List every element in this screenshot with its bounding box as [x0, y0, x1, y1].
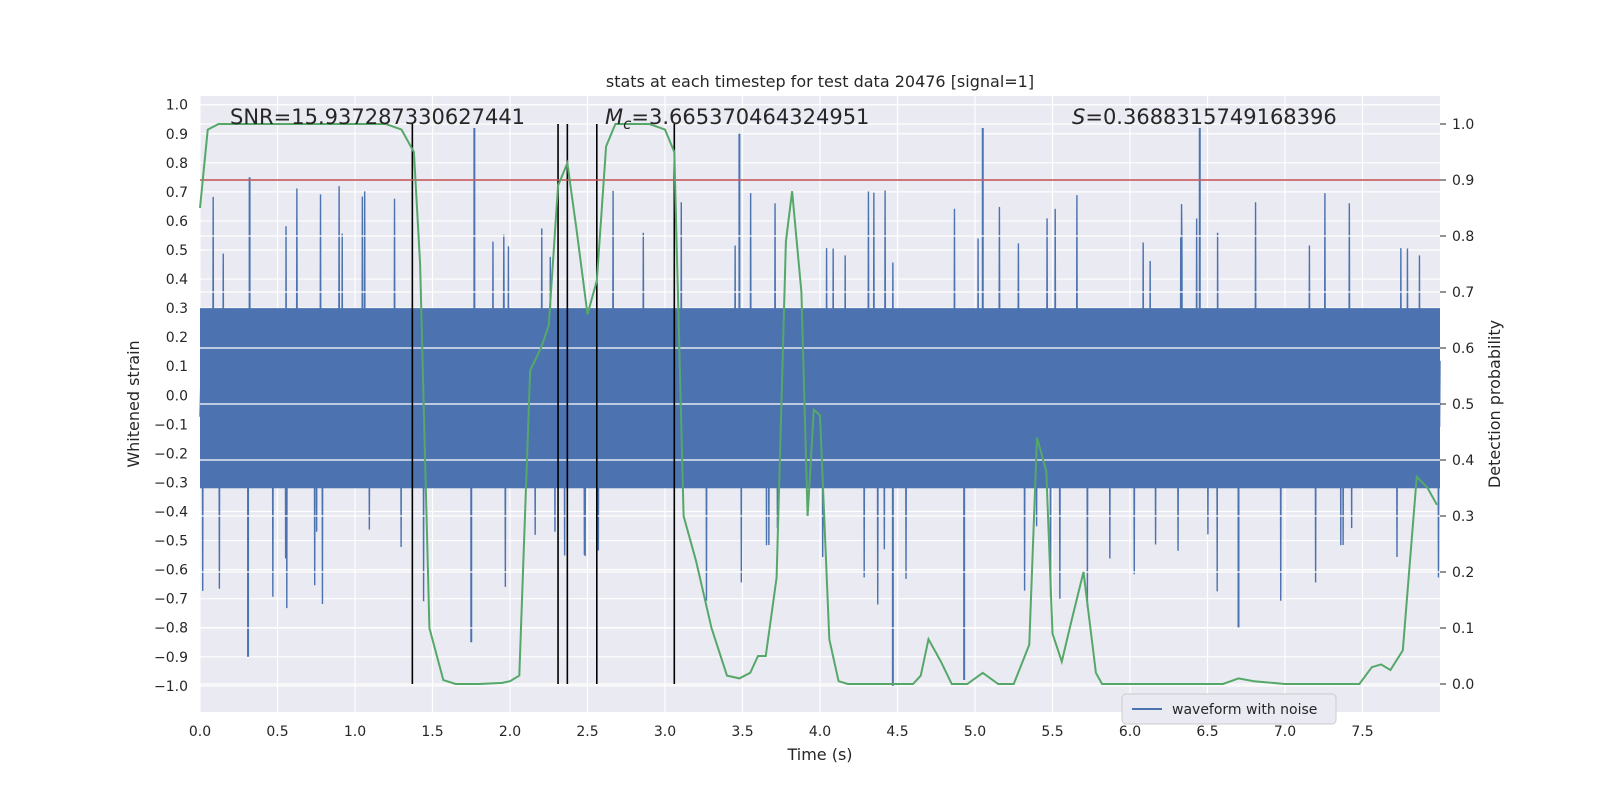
y-left-tick-label: 0.5 — [166, 243, 188, 259]
y-right-tick-label: 0.9 — [1452, 173, 1474, 189]
y-right-axis-ticks: 1.0 0.9 0.8 0.7 0.6 0.5 0.4 0.3 0.2 0.1 0.0 — [1440, 117, 1474, 693]
s-value: =0.3688315749168396 — [1085, 105, 1336, 129]
chart-title: stats at each timestep for test data 204… — [606, 72, 1034, 91]
s-symbol: S — [1072, 105, 1085, 129]
y-right-tick-label: 0.7 — [1452, 285, 1474, 301]
y-left-axis-ticks: 1.0 0.9 0.8 0.7 0.6 0.5 0.4 0.3 0.2 0.1 0.0 −0.1 −0.… — [154, 98, 188, 695]
y-left-tick-label: 1.0 — [166, 98, 188, 114]
probability-series — [199, 123, 1438, 685]
legend-label-waveform: waveform with noise — [1172, 702, 1317, 718]
y-left-tick-label: 0.3 — [166, 301, 188, 317]
x-tick-label: 6.0 — [1119, 724, 1141, 740]
y-left-tick-label: −0.9 — [154, 650, 188, 666]
y-right-tick-label: 0.2 — [1452, 565, 1474, 581]
y-left-tick-label: −0.2 — [154, 446, 188, 462]
s-annotation: S=0.3688315749168396 — [1072, 105, 1337, 129]
y-right-tick-label: 0.4 — [1452, 453, 1474, 469]
legend-box — [1121, 693, 1337, 725]
y-left-tick-label: −0.8 — [154, 621, 188, 637]
mc-subscript: c — [623, 115, 632, 133]
x-axis-label: Time (s) — [786, 745, 852, 764]
y-right-tick-label: 0.8 — [1452, 229, 1474, 245]
x-tick-label: 6.5 — [1196, 724, 1218, 740]
x-tick-label: 3.0 — [654, 724, 676, 740]
y-left-axis-label: Whitened strain — [124, 340, 143, 467]
y-left-tick-label: 0.7 — [166, 185, 188, 201]
y-right-tick-label: 0.0 — [1452, 677, 1474, 693]
mc-symbol: M — [605, 105, 623, 129]
x-axis-ticks: 0.0 0.5 1.0 1.5 2.0 2.5 3.0 3.5 4.0 4.5 5.0 5.5 6.0 6… — [189, 724, 1374, 740]
waveform-core-band — [200, 308, 1440, 489]
y-left-tick-label: 0.2 — [166, 330, 188, 346]
y-right-tick-label: 0.3 — [1452, 509, 1474, 525]
y-left-tick-label: −0.4 — [154, 505, 188, 521]
x-tick-label: 1.0 — [344, 724, 366, 740]
x-tick-label: 0.0 — [189, 724, 211, 740]
y-left-tick-label: −0.7 — [154, 592, 188, 608]
vertical-markers — [411, 124, 676, 684]
x-tick-label: 3.5 — [731, 724, 753, 740]
snr-annotation: SNR=15.937287330627441 — [230, 105, 525, 129]
x-tick-label: 2.5 — [576, 724, 598, 740]
y-left-tick-label: 0.9 — [166, 127, 188, 143]
y-right-tick-label: 0.1 — [1452, 621, 1474, 637]
x-tick-label: 2.0 — [499, 724, 521, 740]
x-tick-label: 4.5 — [886, 724, 908, 740]
y-right-tick-label: 1.0 — [1452, 117, 1474, 133]
y-left-tick-label: 0.8 — [166, 156, 188, 172]
y-left-tick-label: −0.1 — [154, 417, 188, 433]
x-tick-label: 0.5 — [266, 724, 288, 740]
y-left-tick-label: 0.1 — [166, 359, 188, 375]
y-right-tick-label: 0.5 — [1452, 397, 1474, 413]
y-right-tick-label: 0.6 — [1452, 341, 1474, 357]
x-tick-label: 7.0 — [1274, 724, 1296, 740]
y-left-tick-label: −0.6 — [154, 563, 188, 579]
x-tick-label: 5.0 — [964, 724, 986, 740]
x-tick-label: 5.5 — [1041, 724, 1063, 740]
y-left-tick-label: −0.5 — [154, 534, 188, 550]
mc-value: =3.665370464324951 — [631, 105, 869, 129]
x-tick-label: 4.0 — [809, 724, 831, 740]
probability-line — [199, 123, 1438, 685]
y-left-tick-label: 0.0 — [166, 388, 188, 404]
legend: waveform with noise — [1121, 693, 1337, 725]
x-tick-label: 7.5 — [1351, 724, 1373, 740]
x-tick-label: 1.5 — [421, 724, 443, 740]
y-left-tick-label: −0.3 — [154, 475, 188, 491]
y-right-axis-label: Detection probability — [1485, 320, 1504, 488]
waveform-series — [199, 127, 1441, 686]
y-left-tick-label: −1.0 — [154, 679, 188, 695]
y-left-tick-label: 0.4 — [166, 272, 188, 288]
chirp-mass-annotation: Mc=3.665370464324951 — [605, 105, 869, 133]
y-left-tick-label: 0.6 — [166, 214, 188, 230]
right-axis-grid — [200, 123, 1440, 685]
